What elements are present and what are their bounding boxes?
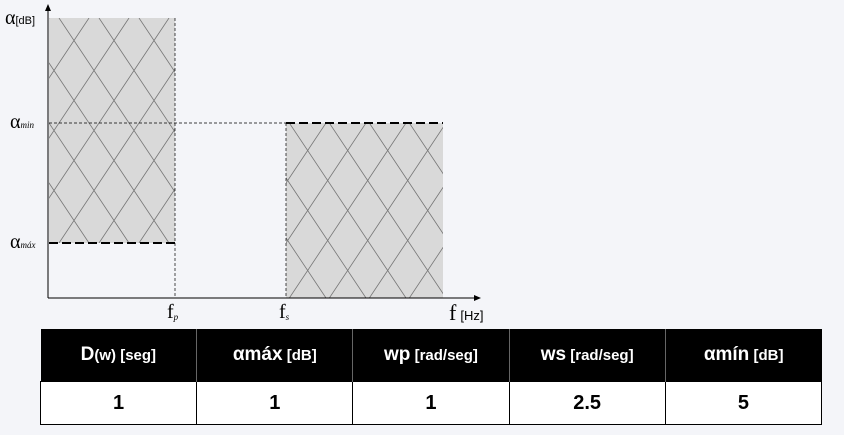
- hatch-line: [49, 18, 90, 79]
- hatch-line: [49, 18, 130, 139]
- hatch-line: [409, 246, 443, 298]
- hatch-line: [286, 123, 367, 244]
- y-axis-arrow: [45, 4, 51, 11]
- hatch-line: [49, 18, 170, 199]
- hatch-line: [286, 297, 287, 298]
- hatch-line: [286, 237, 327, 298]
- hatch-line: [449, 123, 566, 298]
- spec-table: D(w) [seg] αmáx [dB] wp [rad/seg] ws [ra…: [39, 329, 823, 425]
- passband-hatch: [0, 18, 175, 243]
- fs-label: fs: [279, 301, 290, 323]
- hatch-line: [289, 123, 407, 298]
- value-ws: 2.5: [508, 381, 666, 425]
- hatch-line: [98, 128, 175, 243]
- x-axis-arrow: [474, 295, 481, 301]
- hatch-line: [409, 123, 443, 175]
- y-axis-label: α[dB]: [5, 7, 35, 29]
- spec-table-header-row: D(w) [seg] αmáx [dB] wp [rad/seg] ws [ra…: [40, 329, 822, 382]
- alpha-max-label: αmáx: [10, 231, 35, 253]
- hatch-line: [329, 126, 443, 298]
- header-wp: wp [rad/seg]: [352, 329, 510, 382]
- passband-region: [49, 18, 175, 243]
- stopband-region: [286, 123, 443, 298]
- hatch-line: [0, 18, 9, 243]
- header-alpha-min: αmín [dB]: [664, 329, 822, 382]
- value-alpha-min: 5: [664, 381, 823, 425]
- hatch-line: [449, 123, 566, 298]
- spec-table-value-row: 1 1 1 2.5 5: [39, 381, 823, 425]
- stopband-hatch: [286, 123, 566, 298]
- value-alpha-max: 1: [196, 381, 354, 425]
- hatch-line: [369, 186, 443, 298]
- header-alpha-max: αmáx [dB]: [196, 329, 353, 382]
- hatch-line: [286, 123, 287, 124]
- value-wp: 1: [352, 381, 510, 425]
- header-delay: D(w) [seg]: [40, 329, 197, 382]
- hatch-line: [286, 123, 327, 184]
- hatch-line: [0, 18, 9, 243]
- fp-label: fp: [167, 301, 179, 323]
- hatch-line: [138, 188, 175, 243]
- hatch-line: [58, 68, 175, 243]
- attenuation-template-diagram: α[dB] αmin αmáx fp fs f [Hz]: [0, 4, 566, 325]
- alpha-min-label: αmin: [10, 111, 34, 133]
- header-ws: ws [rad/seg]: [508, 329, 666, 382]
- hatch-line: [49, 242, 50, 243]
- value-delay: 1: [39, 381, 198, 425]
- hatch-line: [138, 18, 175, 73]
- x-axis-label: f [Hz]: [449, 300, 483, 325]
- hatch-line: [49, 182, 90, 243]
- hatch-line: [49, 18, 50, 19]
